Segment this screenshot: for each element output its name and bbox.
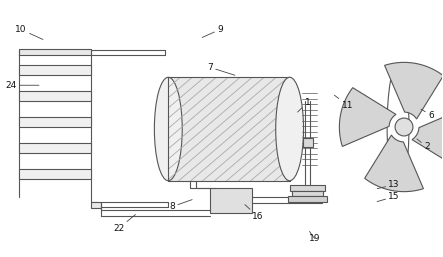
Text: 15: 15	[377, 192, 400, 201]
Bar	[19, 65, 91, 75]
Polygon shape	[365, 135, 424, 192]
Text: 8: 8	[169, 200, 192, 211]
Bar	[168, 77, 290, 181]
Text: 7: 7	[207, 63, 235, 75]
Text: 19: 19	[309, 232, 320, 243]
Ellipse shape	[276, 77, 303, 181]
Bar	[288, 196, 327, 201]
Polygon shape	[339, 88, 396, 146]
Circle shape	[395, 118, 413, 136]
Text: 10: 10	[16, 25, 43, 40]
Text: 11: 11	[334, 95, 353, 110]
Text: 22: 22	[113, 215, 136, 233]
Bar	[19, 91, 91, 101]
Text: 13: 13	[377, 180, 400, 189]
Text: 24: 24	[5, 81, 39, 90]
Bar	[290, 185, 326, 191]
Text: 2: 2	[417, 139, 430, 151]
Ellipse shape	[154, 77, 182, 181]
Bar	[210, 188, 252, 213]
Text: 6: 6	[421, 109, 434, 120]
Bar	[303, 138, 312, 147]
Bar	[291, 191, 323, 196]
Text: 16: 16	[245, 205, 264, 221]
Text: 9: 9	[202, 25, 223, 38]
Bar	[19, 169, 91, 179]
Bar	[19, 117, 91, 127]
Bar	[19, 143, 91, 153]
Bar	[91, 201, 101, 208]
Bar	[19, 49, 91, 56]
Text: 1: 1	[298, 98, 311, 112]
Polygon shape	[385, 62, 443, 119]
Polygon shape	[412, 108, 443, 166]
